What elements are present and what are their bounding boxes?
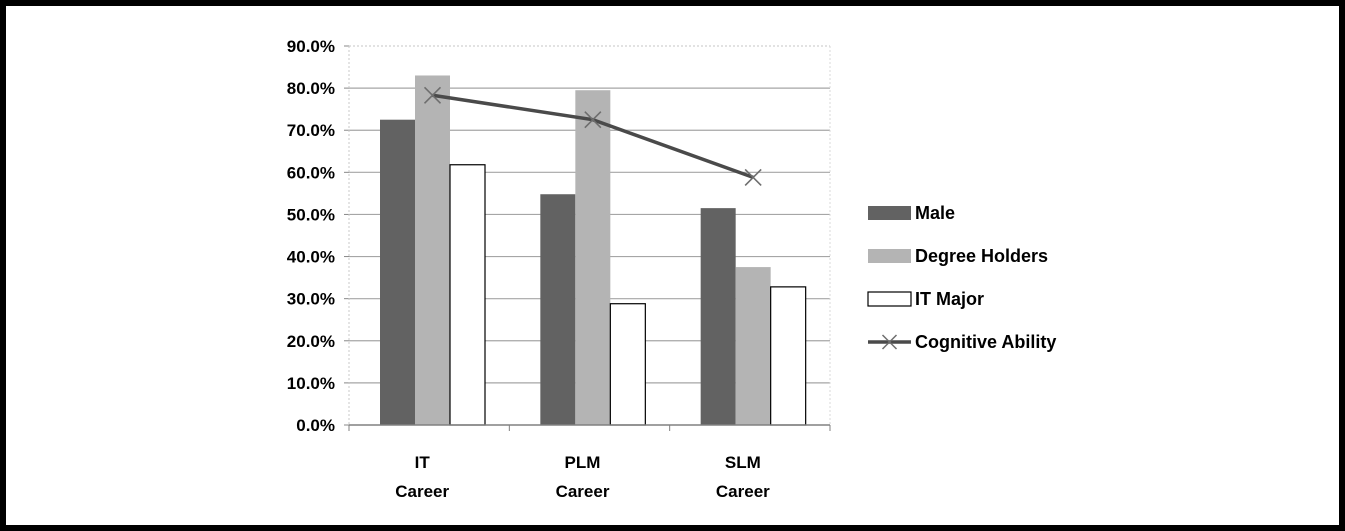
y-tick-label: 60.0% [287, 163, 335, 182]
legend-swatch [867, 291, 912, 307]
bar-it-major [770, 286, 807, 426]
y-tick-label: 90.0% [287, 37, 335, 56]
legend-marker [881, 334, 898, 350]
bar-line-chart: 0.0% 10.0% 20.0% 30.0% 40.0% 50.0% 60.0% 70.0% 8… [287, 37, 1057, 501]
x-category-label: Career [395, 482, 449, 501]
legend: Male Degree Holders IT Major Cognitive Abil… [867, 203, 1056, 352]
x-category-label: Career [716, 482, 770, 501]
legend-swatch [868, 206, 911, 220]
y-tick-label: 80.0% [287, 79, 335, 98]
bars [380, 75, 807, 426]
legend-label: Cognitive Ability [915, 332, 1056, 352]
legend-label: Degree Holders [915, 246, 1048, 266]
point-cognitive-ability [584, 111, 602, 129]
bar-male [540, 194, 576, 425]
y-tick-label: 20.0% [287, 332, 335, 351]
legend-label: IT Major [915, 289, 984, 309]
bar-male [380, 119, 415, 425]
y-tick-label: 30.0% [287, 290, 335, 309]
x-category-label: Career [556, 482, 610, 501]
cognitive-ability-line [423, 86, 762, 186]
y-tick-label: 70.0% [287, 121, 335, 140]
x-category-label: PLM [565, 453, 601, 472]
legend-label: Male [915, 203, 955, 223]
y-tick-label: 10.0% [287, 374, 335, 393]
bar-degree-holders [735, 267, 771, 425]
y-tick-label: 0.0% [296, 416, 335, 435]
y-tick-label: 40.0% [287, 248, 335, 267]
bar-it-major [449, 164, 486, 426]
legend-swatch [868, 249, 911, 263]
x-category-label: SLM [725, 453, 761, 472]
point-cognitive-ability [744, 168, 762, 186]
bar-degree-holders [415, 75, 450, 425]
bar-male [700, 208, 736, 425]
chart-frame: 0.0% 10.0% 20.0% 30.0% 40.0% 50.0% 60.0% 70.0% 8… [6, 6, 1339, 525]
x-category-label: IT [415, 453, 431, 472]
bar-degree-holders [575, 90, 611, 425]
point-cognitive-ability [423, 86, 442, 104]
bar-it-major [609, 303, 646, 426]
y-axis: 0.0% 10.0% 20.0% 30.0% 40.0% 50.0% 60.0% 70.0% 8… [287, 37, 831, 435]
y-tick-label: 50.0% [287, 205, 335, 224]
x-axis: IT Career PLM Career SLM Career [348, 424, 831, 501]
